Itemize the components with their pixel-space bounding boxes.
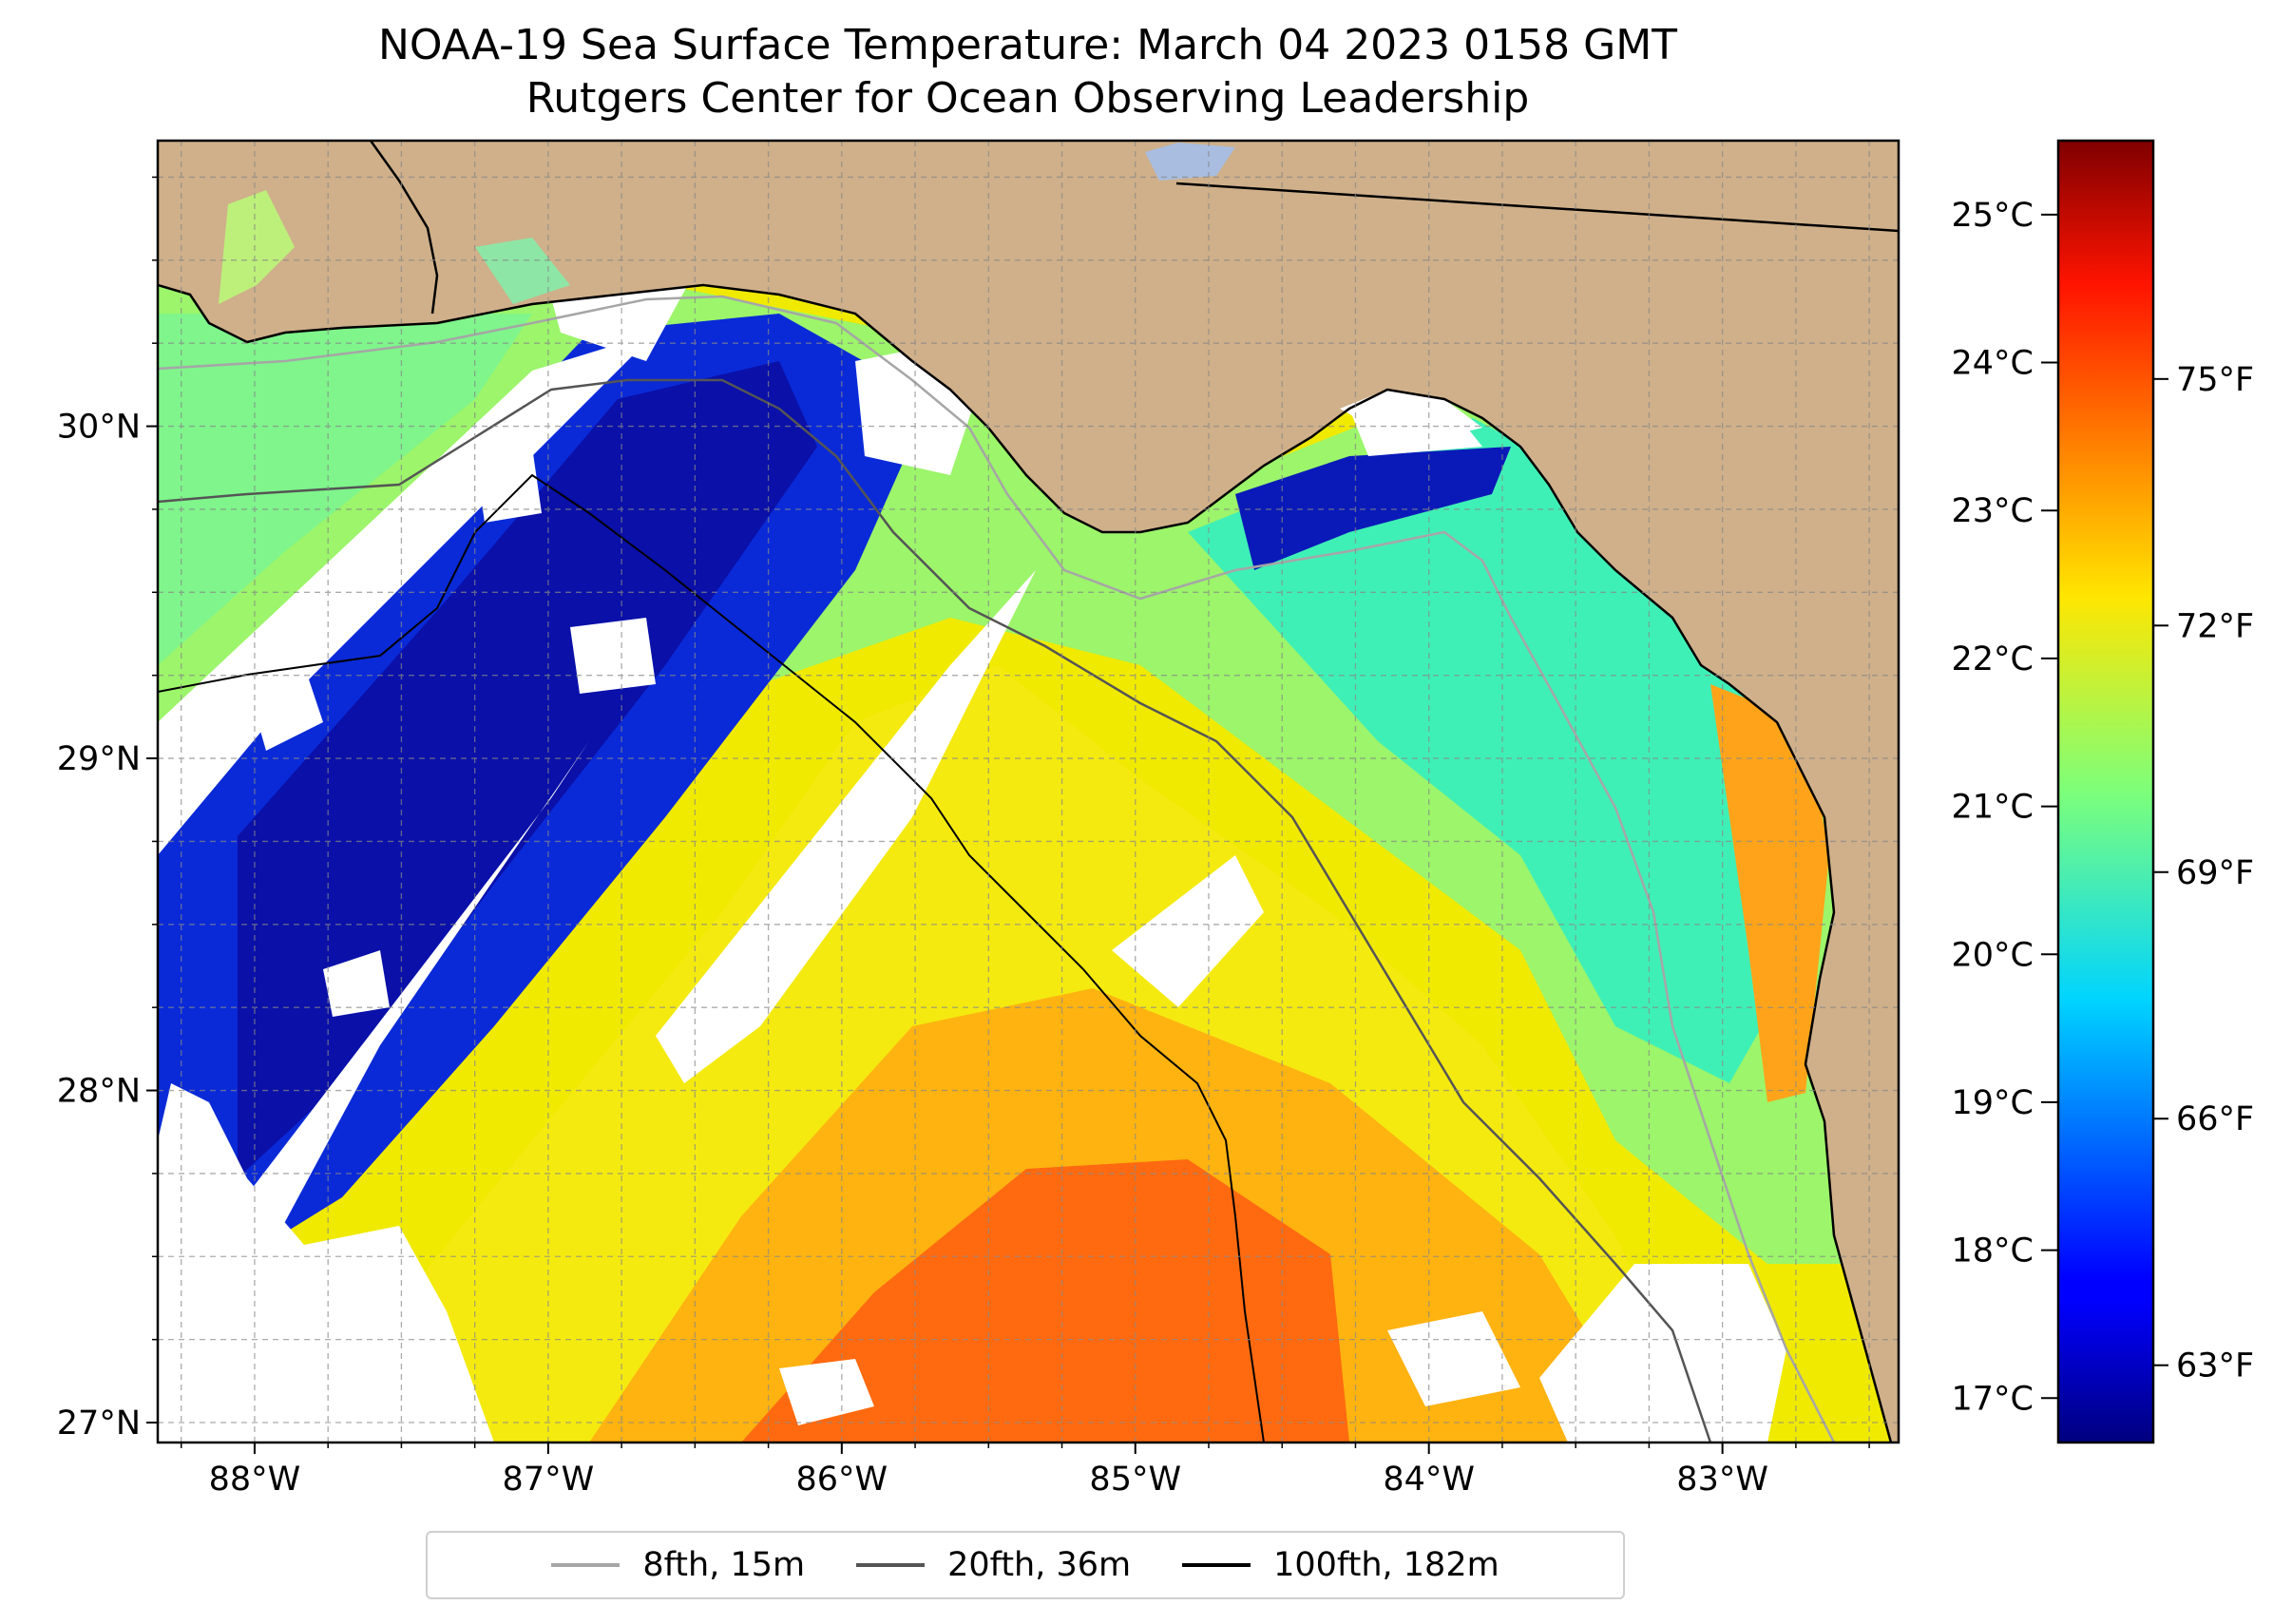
coastline (158, 283, 1893, 1442)
map-subtitle: Rutgers Center for Ocean Observing Leade… (525, 74, 1530, 123)
land-mass (158, 141, 1899, 1442)
mobile-bay (219, 190, 295, 304)
fahrenheit-tick-label: 72°F (2176, 607, 2254, 645)
lon-tick-label: 84°W (1383, 1461, 1475, 1499)
apalachee-bay-mask (1340, 390, 1482, 447)
fahrenheit-tick-label: 75°F (2176, 361, 2254, 399)
celsius-tick-label: 25°C (1952, 197, 2034, 235)
lat-tick-label: 28°N (57, 1073, 141, 1111)
celsius-tick-label: 18°C (1952, 1232, 2034, 1271)
legend-label-8fth: 8fth, 15m (642, 1546, 806, 1584)
fahrenheit-tick-label: 69°F (2176, 854, 2254, 892)
lon-tick-label: 86°W (795, 1461, 888, 1499)
celsius-tick-label: 24°C (1952, 345, 2034, 383)
fahrenheit-tick-label: 66°F (2176, 1100, 2254, 1138)
legend-label-100fth: 100fth, 182m (1273, 1546, 1499, 1584)
legend-line-20fth (856, 1563, 926, 1567)
map-frame (156, 139, 1900, 1444)
pensacola-bay (475, 238, 570, 304)
depth-legend: 8fth, 15m 20fth, 36m 100fth, 182m (426, 1531, 1625, 1599)
legend-label-20fth: 20fth, 36m (947, 1546, 1132, 1584)
lon-tick-label: 88°W (209, 1461, 301, 1499)
sst-coastal-blue (1235, 447, 1511, 570)
lon-tick-label: 87°W (503, 1461, 595, 1499)
legend-item-20fth: 20fth, 36m (856, 1546, 1131, 1584)
colorbar (2058, 141, 2153, 1442)
legend-line-100fth (1182, 1563, 1251, 1567)
celsius-tick-label: 19°C (1952, 1084, 2034, 1122)
lat-tick-label: 30°N (57, 409, 141, 447)
legend-item-100fth: 100fth, 182m (1182, 1546, 1499, 1584)
contour-100fth (158, 473, 1265, 1442)
fahrenheit-tick-label: 63°F (2176, 1347, 2254, 1385)
lon-tick-label: 85°W (1089, 1461, 1181, 1499)
sst-red-core (741, 1159, 1349, 1442)
celsius-tick-label: 21°C (1952, 789, 2034, 827)
lat-tick-label: 27°N (57, 1404, 141, 1442)
celsius-tick-label: 22°C (1952, 640, 2034, 678)
state-border-west (369, 141, 439, 315)
lon-tick-label: 83°W (1676, 1461, 1768, 1499)
celsius-tick-label: 20°C (1952, 936, 2034, 974)
sst-nw-green (158, 314, 532, 665)
state-border (1175, 182, 1899, 233)
sst-warm-east-coast (1710, 684, 1829, 1102)
lat-tick-label: 29°N (57, 740, 141, 778)
celsius-tick-label: 23°C (1952, 492, 2034, 530)
inland-lake (1145, 143, 1235, 181)
map-area (158, 141, 1899, 1442)
celsius-tick-label: 17°C (1952, 1380, 2034, 1418)
contour-20fth (158, 378, 1712, 1442)
legend-line-8fth (551, 1563, 621, 1567)
legend-item-8fth: 8fth, 15m (551, 1546, 805, 1584)
contour-8fth (158, 295, 1836, 1442)
map-title: NOAA-19 Sea Surface Temperature: March 0… (377, 21, 1678, 69)
colorbar-frame (2056, 139, 2155, 1444)
